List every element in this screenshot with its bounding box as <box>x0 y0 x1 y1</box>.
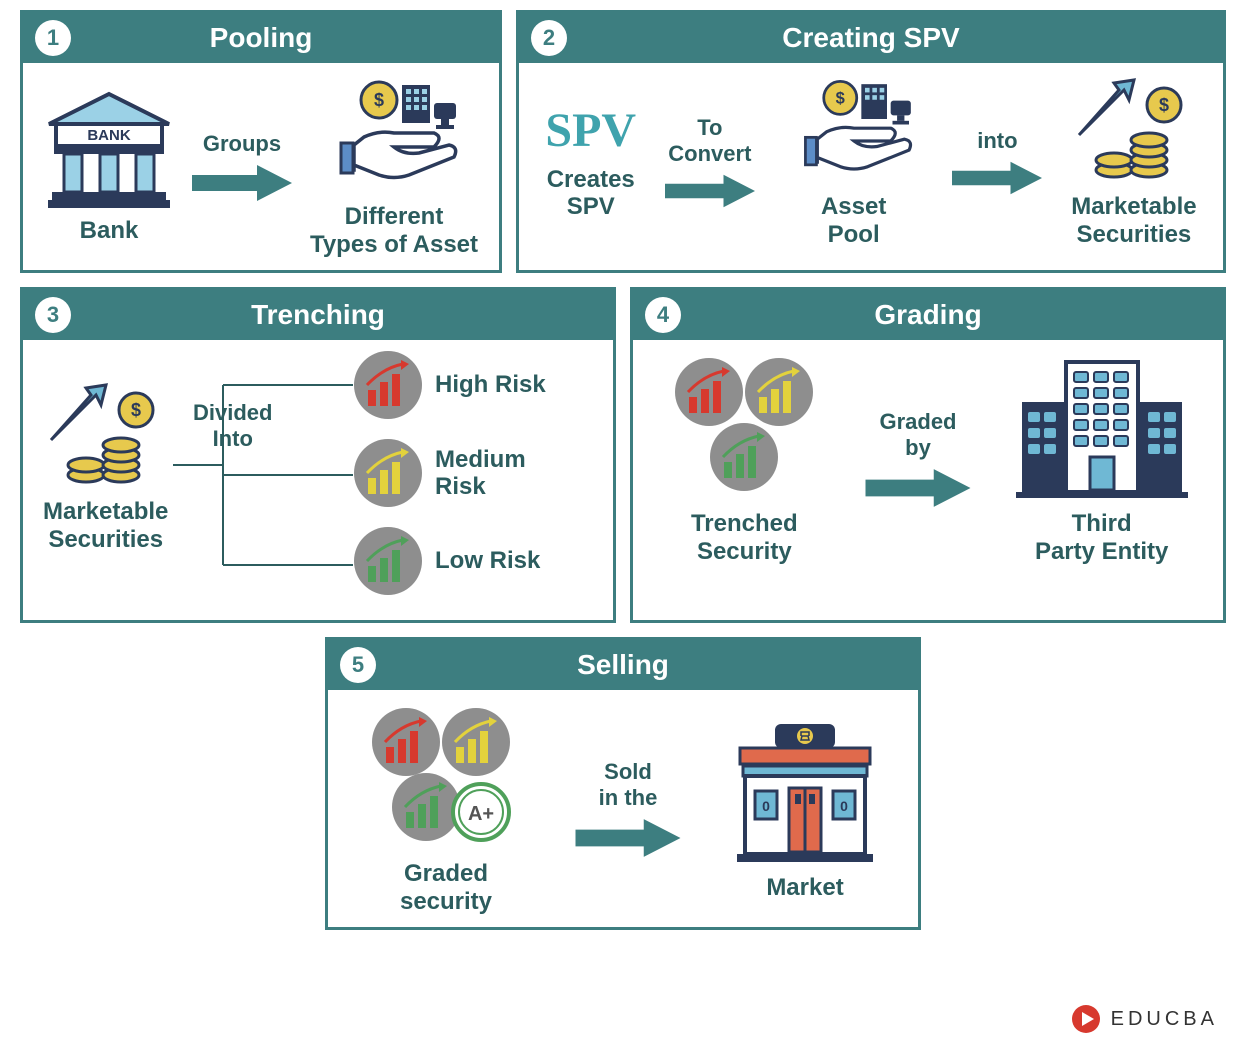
arrow-label: Groups <box>203 131 281 157</box>
risk-label: High Risk <box>435 371 546 399</box>
spv-text: SPV <box>545 103 636 158</box>
arrow-label: Graded by <box>879 409 956 461</box>
assets-hand-icon: $ <box>324 75 464 195</box>
asset-pool-item: $ Asset Pool <box>784 75 924 248</box>
asset-pool-label: Asset Pool <box>821 193 886 248</box>
spv-item: SPV Creates SPV <box>545 103 636 221</box>
svg-text:0: 0 <box>840 798 848 814</box>
risk-medium: Medium Risk <box>353 438 546 508</box>
brand-text: EDUCBA <box>1111 1008 1218 1031</box>
svg-text:$: $ <box>835 89 844 107</box>
securities-item: $ Marketable Securities <box>43 380 168 553</box>
panel-header: 4 Grading <box>633 290 1223 340</box>
assets-item: $ Different Types of Asset <box>310 75 478 258</box>
coins-up-icon: $ <box>1074 75 1194 185</box>
graded-item: A+ Graded security <box>361 702 531 915</box>
arrow-icon <box>863 467 973 509</box>
arrow-graded: Graded by <box>863 409 973 509</box>
risk-high-icon <box>353 350 423 420</box>
panel-header: 2 Creating SPV <box>519 13 1223 63</box>
panel-title: Pooling <box>210 22 313 54</box>
arrow-label: Sold in the <box>599 759 658 811</box>
risk-low: Low Risk <box>353 526 546 596</box>
arrow-icon <box>665 173 755 209</box>
trenched-security-icon <box>664 352 824 502</box>
panel-creating-spv: 2 Creating SPV SPV Creates SPV To Conver… <box>516 10 1226 273</box>
securities-item: $ Marketable Securities <box>1071 75 1196 248</box>
panel-title: Selling <box>577 649 669 681</box>
panel-body: SPV Creates SPV To Convert $ <box>519 63 1223 260</box>
bank-icon: BANK <box>44 89 174 209</box>
market-item: 0 0 Market <box>725 716 885 902</box>
building-icon <box>1012 352 1192 502</box>
panel-header: 5 Selling <box>328 640 918 690</box>
panel-title: Grading <box>874 299 981 331</box>
educba-logo-icon <box>1071 1004 1101 1034</box>
risk-label: Medium Risk <box>435 446 526 501</box>
panel-pooling: 1 Pooling BANK Bank <box>20 10 502 273</box>
market-icon: 0 0 <box>725 716 885 866</box>
arrow-label: To Convert <box>668 115 751 167</box>
arrow-convert: To Convert <box>665 115 755 209</box>
graded-security-icon: A+ <box>361 702 531 852</box>
step-badge: 5 <box>340 647 376 683</box>
risk-low-icon <box>353 526 423 596</box>
arrow-icon <box>573 817 683 859</box>
panel-body: BANK Bank Groups <box>23 63 499 270</box>
step-badge: 3 <box>35 297 71 333</box>
assets-label: Different Types of Asset <box>310 203 478 258</box>
panel-header: 3 Trenching <box>23 290 613 340</box>
arrow-groups: Groups <box>192 131 292 203</box>
entity-item: Third Party Entity <box>1012 352 1192 565</box>
entity-label: Third Party Entity <box>1035 510 1168 565</box>
svg-text:$: $ <box>374 90 384 110</box>
panel-title: Trenching <box>251 299 385 331</box>
svg-text:BANK: BANK <box>87 127 130 144</box>
panel-body: A+ Graded security Sold in the <box>328 690 918 927</box>
arrow-icon <box>192 163 292 203</box>
securities-label: Marketable Securities <box>43 498 168 553</box>
step-badge: 2 <box>531 20 567 56</box>
svg-text:$: $ <box>1159 95 1169 115</box>
panel-selling: 5 Selling A+ Graded security So <box>325 637 921 930</box>
market-label: Market <box>766 874 843 902</box>
arrow-icon <box>952 160 1042 196</box>
bank-label: Bank <box>80 217 139 245</box>
panel-trenching: 3 Trenching $ Marketable Securities Divi <box>20 287 616 623</box>
arrow-into: into <box>952 128 1042 196</box>
step-badge: 4 <box>645 297 681 333</box>
coins-up-icon: $ <box>46 380 166 490</box>
trenched-label: Trenched Security <box>691 510 798 565</box>
bank-item: BANK Bank <box>44 89 174 245</box>
footer-brand: EDUCBA <box>1071 1004 1218 1034</box>
panel-header: 1 Pooling <box>23 13 499 63</box>
svg-text:0: 0 <box>762 798 770 814</box>
panel-body: Trenched Security Graded by <box>633 340 1223 577</box>
arrow-sold: Sold in the <box>573 759 683 859</box>
trenched-item: Trenched Security <box>664 352 824 565</box>
spv-label: Creates SPV <box>547 166 635 221</box>
svg-text:A+: A+ <box>468 803 494 825</box>
svg-text:$: $ <box>131 400 141 420</box>
assets-hand-icon: $ <box>784 75 924 185</box>
arrow-label: into <box>977 128 1017 154</box>
securities-label: Marketable Securities <box>1071 193 1196 248</box>
panel-grading: 4 Grading Trenched Security Graded by <box>630 287 1226 623</box>
risk-label: Low Risk <box>435 547 540 575</box>
panel-title: Creating SPV <box>782 22 959 54</box>
risk-medium-icon <box>353 438 423 508</box>
panel-body: $ Marketable Securities Divided Into Hig… <box>23 340 613 620</box>
diagram-container: 1 Pooling BANK Bank <box>10 10 1236 930</box>
risk-high: High Risk <box>353 350 546 420</box>
step-badge: 1 <box>35 20 71 56</box>
graded-label: Graded security <box>400 860 492 915</box>
